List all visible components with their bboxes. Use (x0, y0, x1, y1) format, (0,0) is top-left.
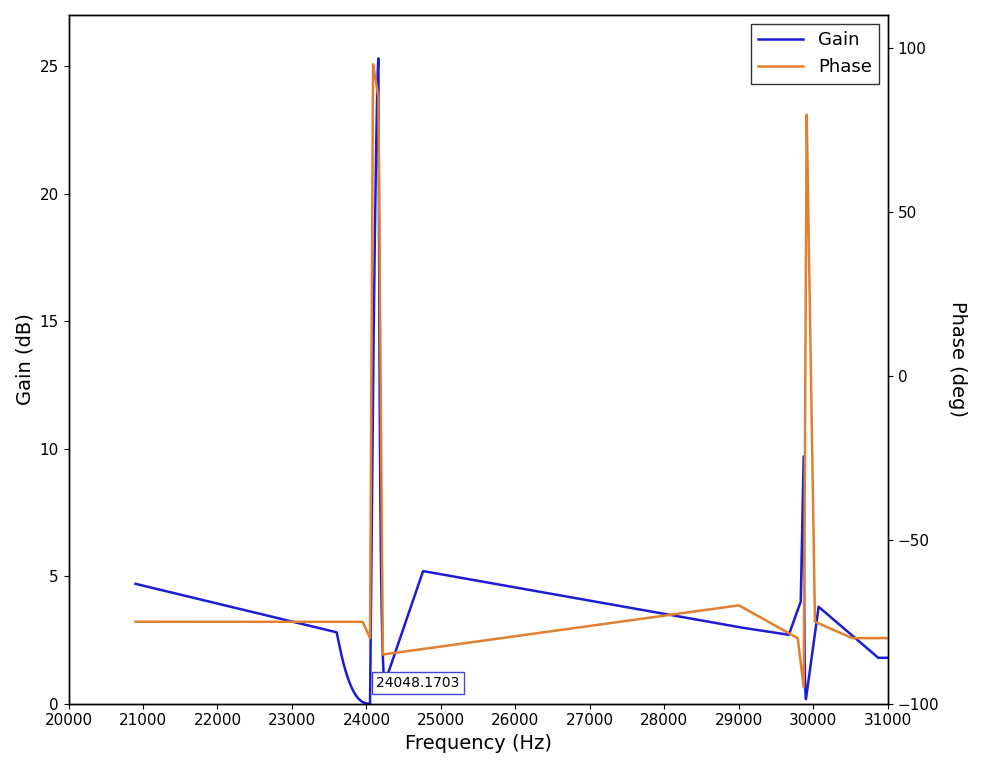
Phase (398, 647, 409, 657)
Line: Gain: Gain (136, 58, 888, 703)
Gain (882, 654, 894, 663)
Phase (367, 60, 379, 69)
Phase (177, 617, 189, 627)
Gain (774, 629, 786, 638)
X-axis label: Frequency (Hz): Frequency (Hz) (405, 734, 552, 753)
Gain (458, 574, 469, 583)
Gain (364, 699, 376, 708)
Y-axis label: Gain (dB): Gain (dB) (15, 313, 34, 406)
Phase (386, 649, 398, 658)
Phase (797, 683, 809, 692)
Text: 24048.1703: 24048.1703 (376, 676, 460, 690)
Line: Phase: Phase (136, 65, 888, 687)
Gain (398, 623, 409, 632)
Phase (130, 617, 141, 627)
Gain (376, 638, 388, 647)
Legend: Gain, Phase: Gain, Phase (751, 24, 879, 84)
Phase (457, 639, 468, 648)
Gain (177, 591, 189, 600)
Y-axis label: Phase (deg): Phase (deg) (948, 301, 967, 417)
Gain (386, 658, 398, 667)
Gain (130, 579, 141, 588)
Phase (882, 634, 894, 643)
Gain (372, 54, 384, 63)
Phase (774, 624, 786, 633)
Phase (376, 591, 388, 601)
